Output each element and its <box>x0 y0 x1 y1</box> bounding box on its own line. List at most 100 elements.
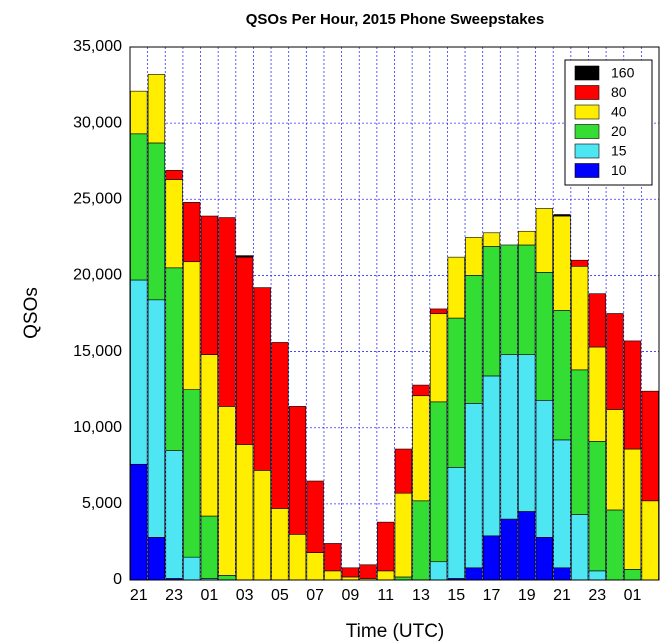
bar-segment <box>306 552 324 581</box>
bar-segment <box>641 500 659 581</box>
x-tick-label: 15 <box>447 587 465 604</box>
bar-segment <box>553 214 571 217</box>
bar-segment <box>518 244 536 355</box>
bar-segment <box>165 170 183 180</box>
bar-segment <box>165 179 183 269</box>
bar-segment <box>412 500 430 581</box>
legend-swatch <box>574 163 600 178</box>
x-tick-label: 17 <box>483 587 501 604</box>
bar-segment <box>553 567 571 581</box>
bar-segment <box>183 556 201 581</box>
bar-segment <box>588 346 606 442</box>
legend-label: 80 <box>611 84 627 100</box>
bar-segment <box>359 564 377 579</box>
bar-segment <box>500 244 518 355</box>
x-tick-label: 19 <box>518 587 536 604</box>
y-tick-label: 35,000 <box>73 38 122 55</box>
bar-segment <box>236 255 254 258</box>
bar-segment <box>429 401 448 563</box>
bar-segment <box>641 390 659 502</box>
x-tick-label: 05 <box>271 587 289 604</box>
bar-segment <box>553 215 571 311</box>
legend-swatch <box>574 85 600 100</box>
bar-segment <box>200 215 218 355</box>
bar-segment <box>324 543 342 572</box>
bar-segment <box>500 518 518 581</box>
bar-segment <box>465 275 483 404</box>
x-axis-label: Time (UTC) <box>346 621 445 642</box>
legend-label: 20 <box>611 123 627 139</box>
bar-segment <box>571 265 589 371</box>
bar-segment <box>130 90 148 135</box>
chart-title: QSOs Per Hour, 2015 Phone Sweepstakes <box>246 11 544 28</box>
bar-segment <box>412 395 430 502</box>
bar-segment <box>200 354 218 517</box>
bar-segment <box>183 202 201 263</box>
bar-segment <box>623 340 642 450</box>
bar-segment <box>412 384 430 397</box>
bar-segment <box>130 279 148 465</box>
x-tick-label: 03 <box>236 587 254 604</box>
bar-segment <box>518 354 536 512</box>
y-tick-label: 30,000 <box>73 114 122 131</box>
bar-segment <box>606 409 624 511</box>
legend-label: 160 <box>611 65 635 81</box>
bar-segment <box>518 511 536 581</box>
bar-segment <box>500 354 518 520</box>
bar-segment <box>623 569 642 581</box>
bar-segment <box>394 448 412 494</box>
bar-segment <box>183 261 201 390</box>
plot-frame <box>129 46 660 581</box>
bar-segment <box>465 567 483 581</box>
bar-segment <box>482 232 501 247</box>
bar-segment <box>271 508 289 581</box>
bar-segment <box>482 375 501 537</box>
bar-segment <box>535 400 553 538</box>
bar-segment <box>147 74 166 144</box>
bar-segment <box>253 470 271 581</box>
bar-segment <box>236 256 254 445</box>
x-tick-label: 11 <box>377 587 394 604</box>
bar-segment <box>571 514 589 581</box>
bar-segment <box>147 299 166 538</box>
y-tick-label: 25,000 <box>73 191 122 208</box>
bar-segment <box>535 208 553 273</box>
y-tick-label: 10,000 <box>73 419 122 436</box>
legend-swatch <box>574 143 600 159</box>
bar-segment <box>553 439 571 569</box>
legend-swatch <box>574 124 600 139</box>
bar-segment <box>465 403 483 569</box>
bar-segment <box>588 441 606 572</box>
bar-segment <box>465 237 483 276</box>
bar-segment <box>218 217 236 407</box>
x-tick-label: 23 <box>588 587 606 604</box>
bar-segment <box>147 537 166 581</box>
bar-segment <box>165 450 183 579</box>
bar-segment <box>324 570 342 581</box>
bar-segment <box>200 515 218 579</box>
bar-segment <box>535 537 553 581</box>
bar-segment <box>130 133 148 281</box>
x-tick-label: 21 <box>553 587 571 604</box>
bar-segment <box>271 342 289 509</box>
bar-segment <box>482 246 501 377</box>
bar-segment <box>535 272 553 401</box>
x-tick-label: 13 <box>412 587 430 604</box>
bar-segment <box>377 570 395 581</box>
x-tick-label: 01 <box>624 587 642 604</box>
x-tick-label: 23 <box>165 587 183 604</box>
bar-segment <box>553 310 571 441</box>
bar-segment <box>623 448 642 570</box>
bar-segment <box>377 521 395 572</box>
bar-segment <box>306 480 324 553</box>
bar-segment <box>288 534 307 581</box>
bar-segment <box>588 570 606 581</box>
bar-segment <box>606 509 624 581</box>
bar-segment <box>165 267 183 451</box>
legend-label: 15 <box>611 143 627 159</box>
x-tick-label: 07 <box>306 587 324 604</box>
bar-segment <box>482 535 501 581</box>
bar-segment <box>588 293 606 348</box>
x-tick-label: 09 <box>342 587 360 604</box>
